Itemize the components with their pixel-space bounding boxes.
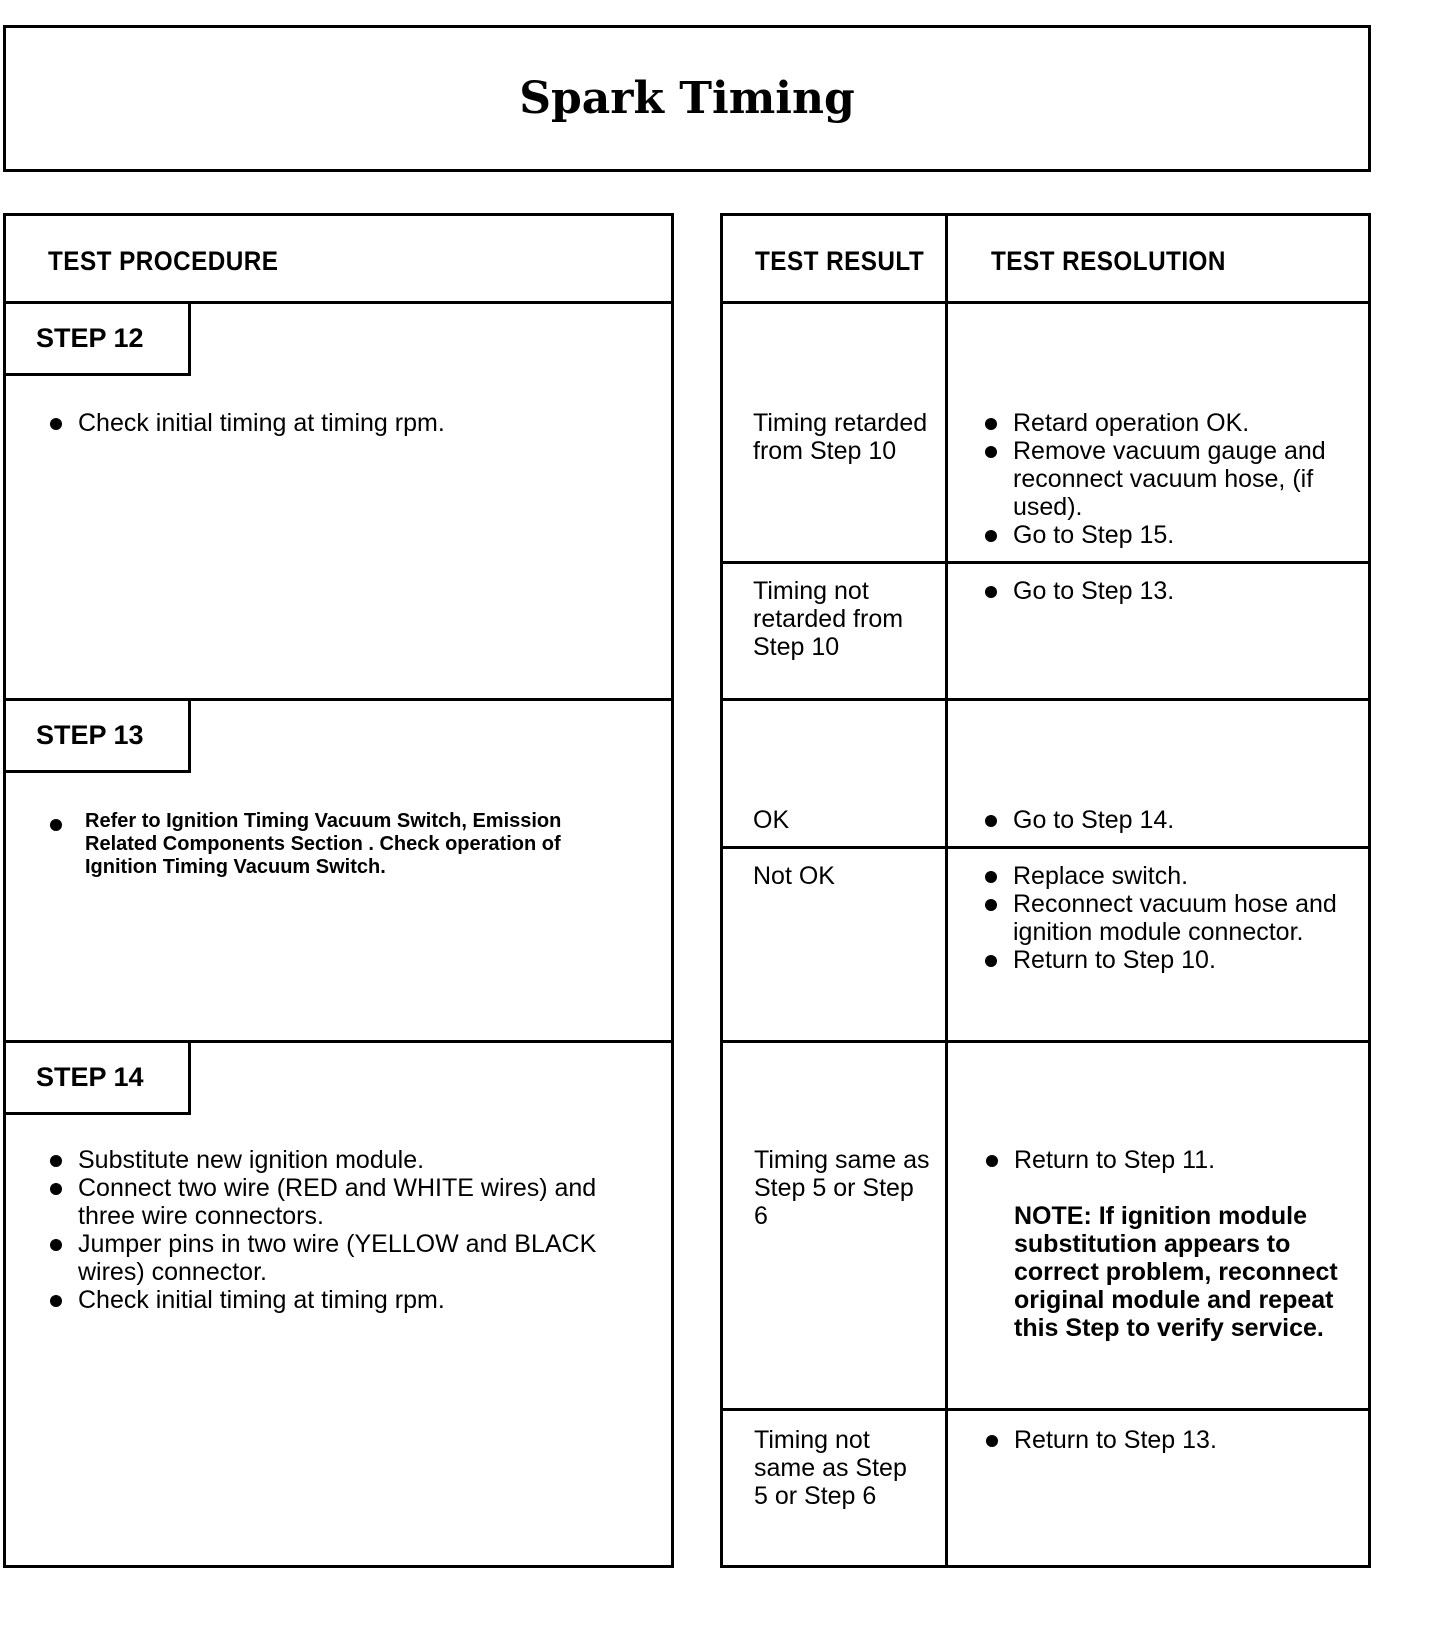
- resolution-list: Go to Step 14.: [983, 806, 1353, 834]
- header-test-resolution: TEST RESOLUTION: [991, 246, 1226, 276]
- list-item: Check initial timing at timing rpm.: [48, 1286, 628, 1314]
- header-test-result: TEST RESULT: [755, 246, 925, 276]
- list-item: Go to Step 13.: [983, 577, 1353, 605]
- list-item: Go to Step 15.: [983, 521, 1353, 549]
- list-item: Substitute new ignition module.: [48, 1146, 628, 1174]
- resolution-list: Return to Step 13.: [984, 1426, 1354, 1454]
- step-14-label: STEP 14: [6, 1043, 191, 1115]
- resolution-list: Return to Step 11. NOTE: If ignition mod…: [984, 1146, 1354, 1342]
- step-12-items: Check initial timing at timing rpm.: [48, 409, 648, 437]
- list-item: Return to Step 10.: [983, 946, 1353, 974]
- result-text: Timing same as Step 5 or Step 6: [754, 1146, 930, 1230]
- result-text: OK: [753, 806, 790, 834]
- list-item: Refer to Ignition Timing Vacuum Switch, …: [48, 810, 608, 879]
- list-item: Connect two wire (RED and WHITE wires) a…: [48, 1174, 628, 1230]
- list-item: Replace switch.: [983, 862, 1353, 890]
- list-item: Go to Step 14.: [983, 806, 1353, 834]
- list-item: Return to Step 11.: [984, 1146, 1354, 1174]
- title-box: Spark Timing: [3, 25, 1371, 172]
- resolution-list: Replace switch. Reconnect vacuum hose an…: [983, 862, 1353, 974]
- step-12-label: STEP 12: [6, 304, 191, 376]
- resolution-list: Go to Step 13.: [983, 577, 1353, 605]
- list-item: Return to Step 13.: [984, 1426, 1354, 1454]
- result-panel: TEST RESULT TEST RESOLUTION Timing retar…: [720, 213, 1371, 1568]
- step-14-items: Substitute new ignition module. Connect …: [48, 1146, 628, 1314]
- header-test-procedure: TEST PROCEDURE: [48, 246, 279, 276]
- result-text: Timing not same as Step 5 or Step 6: [754, 1426, 907, 1510]
- result-text: Timing not retarded from Step 10: [753, 577, 904, 661]
- list-item: Reconnect vacuum hose and ignition modul…: [983, 890, 1353, 946]
- procedure-panel: TEST PROCEDURE STEP 12 Check initial tim…: [3, 213, 674, 1568]
- step-13-label: STEP 13: [6, 701, 191, 773]
- list-item: Remove vacuum gauge and reconnect vacuum…: [983, 437, 1353, 521]
- list-item: Jumper pins in two wire (YELLOW and BLAC…: [48, 1230, 628, 1286]
- page-title: Spark Timing: [519, 73, 855, 124]
- step-13-items: Refer to Ignition Timing Vacuum Switch, …: [48, 810, 608, 879]
- list-item: Check initial timing at timing rpm.: [48, 409, 648, 437]
- result-text: Not OK: [753, 862, 835, 890]
- list-item: Retard operation OK.: [983, 409, 1353, 437]
- note: NOTE: If ignition module substitution ap…: [1014, 1202, 1338, 1342]
- resolution-list: Retard operation OK. Remove vacuum gauge…: [983, 409, 1353, 549]
- result-text: Timing retarded from Step 10: [753, 409, 928, 465]
